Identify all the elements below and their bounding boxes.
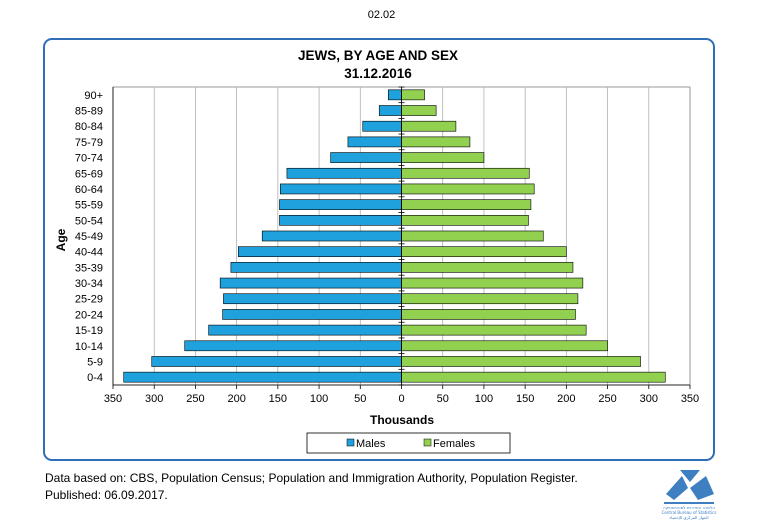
bar-females-10-14 xyxy=(401,340,608,352)
bar-females-80-84 xyxy=(401,120,457,132)
legend: Males Females xyxy=(306,432,511,454)
legend-label-females: Females xyxy=(433,438,476,450)
population-pyramid-chart: JEWS, BY AGE AND SEX 31.12.2016 350 300 25… xyxy=(54,48,699,454)
chart-title: JEWS, BY AGE AND SEX xyxy=(298,48,458,63)
chart-subtitle: 31.12.2016 xyxy=(344,66,412,81)
y-tick-label: 90+ xyxy=(84,90,103,102)
bar-males-90+ xyxy=(388,89,402,101)
y-tick-label: 15-19 xyxy=(75,325,103,337)
bar-males-15-19 xyxy=(208,324,402,336)
y-tick-label: 35-39 xyxy=(75,262,103,274)
bar-females-30-34 xyxy=(401,277,584,289)
bar-males-25-29 xyxy=(223,293,402,305)
bar-males-20-24 xyxy=(222,309,402,320)
svg-text:Central Bureau of Statistics: Central Bureau of Statistics xyxy=(662,510,717,515)
x-axis-label: Thousands xyxy=(370,413,434,427)
bar-females-65-69 xyxy=(401,167,530,179)
x-tick-label: 200 xyxy=(227,393,245,405)
bar-males-40-44 xyxy=(237,246,402,258)
bar-females-75-79 xyxy=(401,136,471,148)
x-tick-label: 250 xyxy=(186,393,204,405)
y-tick-label: 45-49 xyxy=(75,231,103,243)
y-axis-label: Age xyxy=(54,228,68,251)
source-note: Data based on: CBS, Population Census; P… xyxy=(45,470,578,504)
bar-males-0-4 xyxy=(123,371,402,383)
bar-males-60-64 xyxy=(280,183,402,195)
cbs-logo: הלשכה המרכזית לסטטיסטיקה Central Bureau … xyxy=(662,470,717,521)
x-tick-label: 150 xyxy=(516,393,534,405)
bar-males-75-79 xyxy=(347,136,402,148)
bar-females-60-64 xyxy=(401,183,535,195)
bar-females-50-54 xyxy=(401,214,529,226)
x-tick-label: 50 xyxy=(354,393,366,405)
y-tick-label: 10-14 xyxy=(75,341,103,353)
y-tick-label: 85-89 xyxy=(75,106,103,118)
bar-females-45-49 xyxy=(401,230,544,242)
x-tick-label: 100 xyxy=(475,393,493,405)
bars xyxy=(123,89,666,383)
bar-males-50-54 xyxy=(279,214,402,226)
y-tick-label: 50-54 xyxy=(75,215,103,227)
x-tick-label: 300 xyxy=(145,393,163,405)
bar-females-5-9 xyxy=(401,356,641,367)
bar-females-0-4 xyxy=(401,371,666,383)
bar-females-40-44 xyxy=(401,246,567,258)
bar-males-70-74 xyxy=(330,152,402,163)
bar-males-5-9 xyxy=(151,356,402,367)
y-tick-label: 75-79 xyxy=(75,137,103,149)
bar-females-20-24 xyxy=(401,309,576,320)
y-tick-label: 25-29 xyxy=(75,294,103,306)
y-tick-label: 0-4 xyxy=(87,372,103,384)
y-tick-label: 65-69 xyxy=(75,168,103,180)
published-line: Published: 06.09.2017. xyxy=(45,488,168,502)
chart-frame xyxy=(43,38,715,461)
bar-females-25-29 xyxy=(401,293,579,305)
bar-females-70-74 xyxy=(401,152,485,163)
y-tick-label: 60-64 xyxy=(75,184,103,196)
x-tick-label: 300 xyxy=(640,393,658,405)
bar-males-85-89 xyxy=(378,105,402,116)
legend-swatch-males xyxy=(346,438,355,447)
x-tick-label: 350 xyxy=(104,393,122,405)
x-tick-label: 50 xyxy=(437,393,449,405)
bar-females-85-89 xyxy=(401,105,437,116)
bar-males-30-34 xyxy=(219,277,402,289)
bar-males-35-39 xyxy=(230,262,402,273)
x-tick-label: 200 xyxy=(557,393,575,405)
y-tick-label: 20-24 xyxy=(75,309,103,321)
x-tick-label: 0 xyxy=(398,393,404,405)
bar-females-35-39 xyxy=(401,262,574,273)
y-tick-label: 40-44 xyxy=(75,247,103,259)
legend-box xyxy=(306,432,511,454)
x-tick-label: 250 xyxy=(598,393,616,405)
x-tick-label: 350 xyxy=(681,393,699,405)
y-tick-label: 30-34 xyxy=(75,278,103,290)
y-tick-label: 80-84 xyxy=(75,121,103,133)
page-number: 02.02 xyxy=(367,9,396,21)
bar-males-65-69 xyxy=(286,167,402,179)
y-tick-label: 55-59 xyxy=(75,200,103,212)
bar-females-55-59 xyxy=(401,199,532,210)
y-tick-label: 70-74 xyxy=(75,153,103,165)
legend-label-males: Males xyxy=(356,438,386,450)
y-tick-label: 5-9 xyxy=(87,356,103,368)
x-tick-label: 150 xyxy=(269,393,287,405)
legend-swatch-females xyxy=(423,438,432,447)
bar-females-15-19 xyxy=(401,324,587,336)
bar-males-55-59 xyxy=(279,199,402,210)
x-tick-label: 100 xyxy=(310,393,328,405)
bar-males-45-49 xyxy=(261,230,402,242)
axes: 350 300 250 200 150 100 50 0 50 100 150 200 250 300 35… xyxy=(75,86,699,405)
bar-males-80-84 xyxy=(362,120,402,132)
source-line: Data based on: CBS, Population Census; P… xyxy=(45,471,578,485)
svg-text:הלשכה המרכזית לסטטיסטיקה: הלשכה המרכזית לסטטיסטיקה xyxy=(663,505,715,510)
svg-text:الجهاز المركزي للإحصاء: الجهاز المركزي للإحصاء xyxy=(669,515,708,521)
bar-males-10-14 xyxy=(184,340,402,352)
bar-females-90+ xyxy=(401,89,425,101)
